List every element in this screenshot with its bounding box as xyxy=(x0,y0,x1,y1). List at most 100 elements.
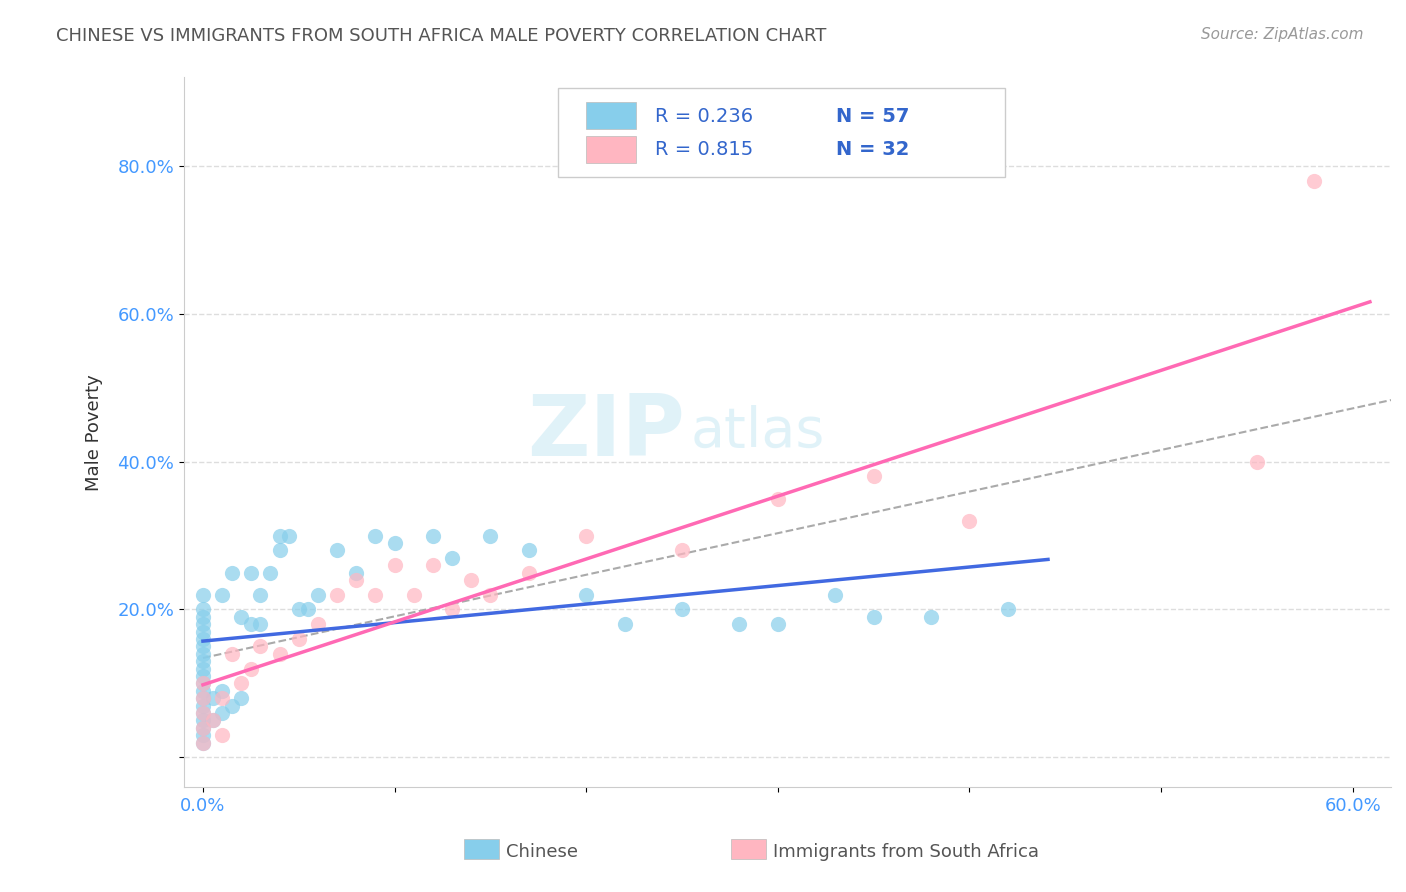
Point xyxy=(422,528,444,542)
Point xyxy=(191,706,214,720)
Point xyxy=(269,543,291,558)
Point xyxy=(824,588,846,602)
Bar xyxy=(586,103,637,129)
Point xyxy=(211,683,233,698)
Point xyxy=(575,528,598,542)
Point xyxy=(211,728,233,742)
Point xyxy=(1246,455,1268,469)
Point xyxy=(191,617,214,632)
Point xyxy=(862,469,884,483)
Point xyxy=(201,714,224,728)
Point xyxy=(364,588,387,602)
Text: N = 32: N = 32 xyxy=(835,140,910,160)
Point xyxy=(211,691,233,706)
Point xyxy=(191,691,214,706)
Point xyxy=(221,698,243,713)
Point xyxy=(259,566,281,580)
Point xyxy=(249,640,271,654)
Point xyxy=(326,588,349,602)
Point xyxy=(249,617,271,632)
Point xyxy=(191,721,214,735)
Point xyxy=(191,669,214,683)
Point xyxy=(191,676,214,690)
Point xyxy=(201,691,224,706)
Point xyxy=(957,514,980,528)
Point xyxy=(402,588,425,602)
Point xyxy=(191,683,214,698)
Text: ZIP: ZIP xyxy=(527,391,685,474)
Point xyxy=(517,543,540,558)
Point xyxy=(517,566,540,580)
Point xyxy=(269,647,291,661)
Point xyxy=(221,566,243,580)
Point xyxy=(479,528,502,542)
Point xyxy=(766,617,789,632)
Text: CHINESE VS IMMIGRANTS FROM SOUTH AFRICA MALE POVERTY CORRELATION CHART: CHINESE VS IMMIGRANTS FROM SOUTH AFRICA … xyxy=(56,27,827,45)
Point xyxy=(728,617,751,632)
Point xyxy=(441,602,464,616)
Point xyxy=(231,691,253,706)
Text: atlas: atlas xyxy=(690,405,825,459)
Point xyxy=(278,528,301,542)
Point xyxy=(221,647,243,661)
Text: N = 57: N = 57 xyxy=(835,107,910,126)
Point xyxy=(249,588,271,602)
Point xyxy=(384,536,406,550)
Point xyxy=(191,735,214,749)
Point xyxy=(671,602,693,616)
Text: Chinese: Chinese xyxy=(506,843,578,861)
Point xyxy=(766,491,789,506)
Text: Immigrants from South Africa: Immigrants from South Africa xyxy=(773,843,1039,861)
Point xyxy=(191,588,214,602)
Point xyxy=(575,588,598,602)
Text: R = 0.236: R = 0.236 xyxy=(655,107,752,126)
Point xyxy=(191,624,214,639)
Point xyxy=(326,543,349,558)
Point xyxy=(191,706,214,720)
Point xyxy=(211,588,233,602)
Point xyxy=(191,602,214,616)
Point xyxy=(384,558,406,573)
Point xyxy=(307,617,329,632)
Bar xyxy=(586,136,637,163)
Point xyxy=(191,647,214,661)
Point xyxy=(191,728,214,742)
Point xyxy=(997,602,1019,616)
Point xyxy=(211,706,233,720)
Point xyxy=(239,617,262,632)
Point xyxy=(191,691,214,706)
Point xyxy=(191,676,214,690)
Point xyxy=(1303,174,1326,188)
Point xyxy=(364,528,387,542)
Point xyxy=(344,566,367,580)
Text: R = 0.815: R = 0.815 xyxy=(655,140,752,160)
Point xyxy=(191,640,214,654)
Point xyxy=(422,558,444,573)
Point xyxy=(191,662,214,676)
Point xyxy=(191,714,214,728)
Point xyxy=(307,588,329,602)
Text: Source: ZipAtlas.com: Source: ZipAtlas.com xyxy=(1201,27,1364,42)
Point xyxy=(239,662,262,676)
Point xyxy=(479,588,502,602)
Point xyxy=(231,610,253,624)
Point xyxy=(613,617,636,632)
Point xyxy=(297,602,319,616)
Point xyxy=(460,573,482,587)
Point xyxy=(191,610,214,624)
Point xyxy=(920,610,942,624)
Point xyxy=(191,721,214,735)
FancyBboxPatch shape xyxy=(558,88,1005,177)
Point xyxy=(239,566,262,580)
Point xyxy=(344,573,367,587)
Y-axis label: Male Poverty: Male Poverty xyxy=(86,374,103,491)
Point xyxy=(201,714,224,728)
Point xyxy=(287,632,309,646)
Point xyxy=(862,610,884,624)
Point xyxy=(287,602,309,616)
Point xyxy=(191,654,214,668)
Point xyxy=(231,676,253,690)
Point xyxy=(441,550,464,565)
Point xyxy=(191,735,214,749)
Point xyxy=(191,632,214,646)
